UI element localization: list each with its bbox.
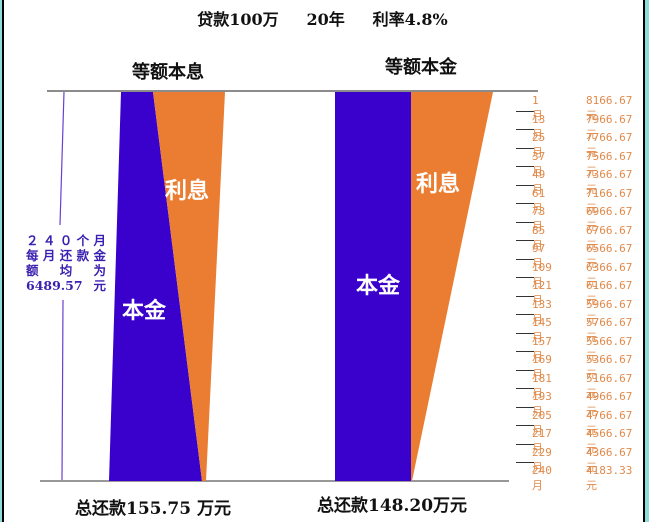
duration-line-bottom <box>61 299 64 481</box>
duration-line-top <box>59 91 65 226</box>
left-principal-area <box>109 92 202 481</box>
right-principal-label: 本金 <box>356 273 401 299</box>
left-principal-label: 本金 <box>122 298 167 324</box>
right-total-repayment: 总还款148.20万元 <box>317 496 468 516</box>
frame-left-border <box>2 0 4 522</box>
right-chart-title: 等额本金 <box>385 57 457 78</box>
avg-note-line: 每月还款金 <box>26 248 106 263</box>
left-total-repayment: 总还款155.75 万元 <box>75 499 231 519</box>
right-principal-area <box>335 92 411 481</box>
monthly-average-note: ２４０个月 每月还款金 额均为 6489.57元 <box>26 233 106 293</box>
left-interest-label: 利息 <box>165 178 210 204</box>
frame-left-accent <box>0 0 2 522</box>
frame-right-border <box>643 0 645 522</box>
avg-note-line: 额均为 <box>26 263 106 278</box>
frame-right-accent <box>645 0 649 522</box>
page-title: 贷款100万 20年 利率4.8% <box>197 10 448 29</box>
left-interest-area <box>153 92 225 481</box>
right-interest-area <box>411 92 493 481</box>
right-interest-label: 利息 <box>416 171 461 197</box>
avg-note-line: ２４０个月 <box>26 233 106 248</box>
avg-note-line: 6489.57元 <box>26 278 106 293</box>
left-chart-title: 等额本息 <box>132 62 204 83</box>
